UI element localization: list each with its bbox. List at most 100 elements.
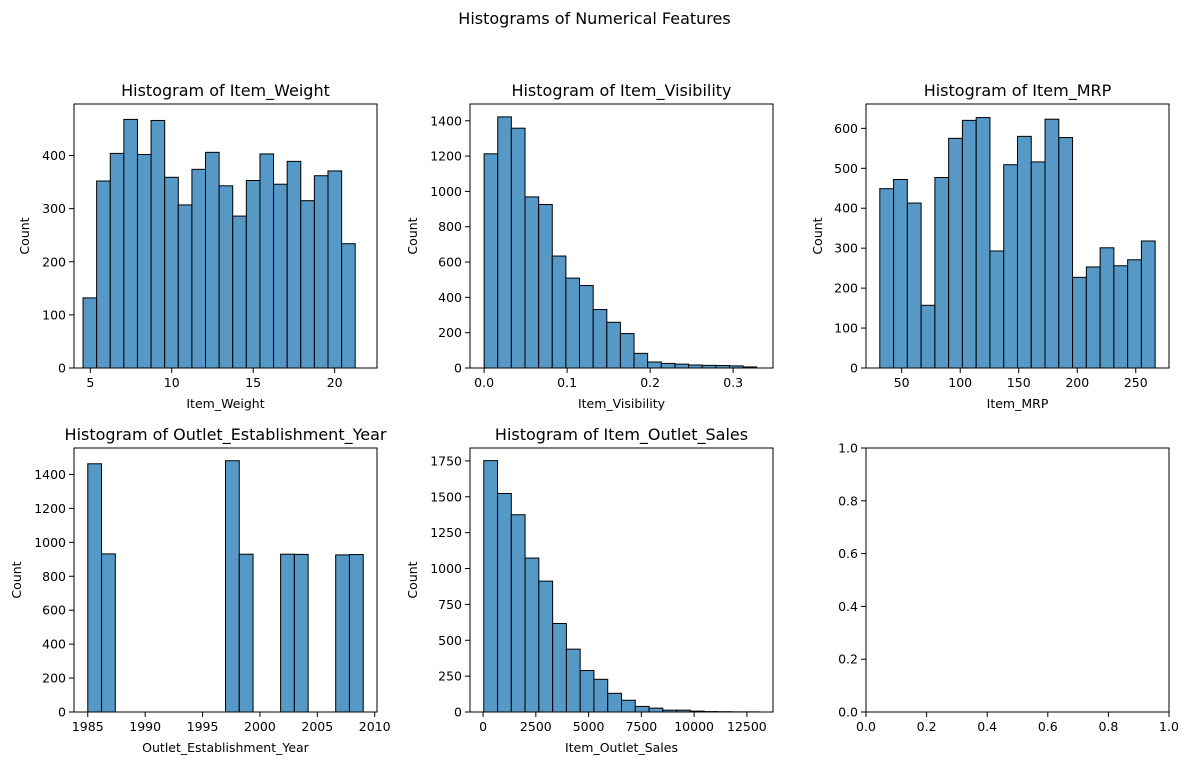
subplot-item-visibility: 0.0 0.1 0.2 0.3 0 200 400 600 800 1000 1200 1400 H… bbox=[405, 81, 774, 411]
histogram-bar bbox=[510, 127, 526, 369]
y-tick-label: 1000 bbox=[34, 535, 66, 550]
histogram-bar bbox=[975, 117, 991, 369]
y-tick-label: 100 bbox=[834, 321, 858, 336]
y-tick-label: 1000 bbox=[430, 561, 462, 576]
y-tick-label: 800 bbox=[438, 219, 462, 234]
x-tick-label: 100 bbox=[948, 375, 972, 390]
histogram-bar bbox=[123, 118, 138, 369]
histogram-bar bbox=[87, 463, 103, 713]
subplot-item-mrp: 50 100 150 200 250 0 100 200 300 400 500 600 Histo… bbox=[810, 81, 1170, 411]
histogram-bar bbox=[191, 168, 207, 369]
histogram-bar bbox=[674, 363, 690, 369]
histogram-bar bbox=[592, 309, 608, 369]
y-tick-label: 1.0 bbox=[838, 441, 858, 456]
x-ticks: 1985 1990 1995 2000 2005 2010 bbox=[72, 712, 391, 734]
subplot-empty: 0.0 0.2 0.4 0.6 0.8 1.0 0.0 0.2 0.4 0.6 0.8 1.0 bbox=[838, 441, 1179, 735]
histogram-bar bbox=[335, 554, 350, 713]
axes-frame bbox=[469, 103, 774, 369]
histogram-bar bbox=[551, 255, 567, 369]
x-tick-label: 50 bbox=[894, 375, 910, 390]
histogram-bar bbox=[341, 243, 356, 369]
axes-frame bbox=[73, 103, 378, 369]
axes-title: Histogram of Outlet_Establishment_Year bbox=[65, 425, 387, 445]
histogram-bar bbox=[893, 178, 908, 369]
x-tick-label: 10000 bbox=[674, 719, 714, 734]
x-axis-label: Item_Weight bbox=[186, 396, 264, 411]
histogram-bar bbox=[538, 203, 553, 369]
y-axis-label: Count bbox=[17, 217, 32, 254]
histogram-bar bbox=[648, 707, 664, 713]
y-tick-label: 400 bbox=[834, 201, 858, 216]
histogram-bar bbox=[101, 553, 116, 713]
histogram-bar bbox=[313, 175, 329, 369]
histogram-bar bbox=[565, 277, 580, 369]
x-tick-label: 0.1 bbox=[557, 375, 577, 390]
x-tick-label: 2500 bbox=[520, 719, 552, 734]
y-tick-label: 300 bbox=[834, 241, 858, 256]
subplot-item-weight: 5 10 15 20 0 100 200 300 400 Histogram of Item_… bbox=[17, 81, 378, 411]
y-ticks: 0 100 200 300 400 bbox=[42, 148, 74, 376]
x-tick-label: 1985 bbox=[72, 719, 104, 734]
axes-title: Histogram of Item_MRP bbox=[924, 81, 1112, 101]
histogram-bar bbox=[1113, 265, 1129, 369]
x-tick-label: 2005 bbox=[301, 719, 333, 734]
y-tick-label: 0.8 bbox=[838, 493, 858, 508]
y-axis-label: Count bbox=[405, 217, 420, 254]
y-tick-label: 1400 bbox=[430, 113, 462, 128]
y-tick-label: 400 bbox=[42, 148, 66, 163]
x-axis-label: Outlet_Establishment_Year bbox=[142, 740, 310, 755]
axes-frame bbox=[865, 447, 1170, 713]
histogram-bar bbox=[607, 692, 622, 713]
axes-frame bbox=[469, 447, 774, 713]
bars bbox=[87, 460, 364, 713]
x-tick-label: 2010 bbox=[359, 719, 391, 734]
x-tick-label: 2000 bbox=[244, 719, 276, 734]
bars bbox=[879, 117, 1156, 369]
x-tick-label: 1995 bbox=[187, 719, 219, 734]
x-tick-label: 0 bbox=[479, 719, 487, 734]
y-tick-label: 400 bbox=[42, 637, 66, 652]
x-tick-label: 0.4 bbox=[977, 719, 997, 734]
histogram-bar bbox=[300, 200, 315, 369]
x-tick-label: 1.0 bbox=[1159, 719, 1179, 734]
histogram-bar bbox=[565, 648, 581, 713]
histogram-bar bbox=[280, 553, 295, 713]
histogram-bar bbox=[1085, 266, 1101, 369]
histogram-bar bbox=[593, 678, 609, 713]
x-axis-label: Item_Visibility bbox=[578, 396, 666, 411]
y-tick-label: 200 bbox=[834, 281, 858, 296]
histogram-bar bbox=[238, 553, 254, 713]
histogram-bar bbox=[177, 204, 193, 369]
histogram-bar bbox=[948, 137, 963, 369]
histogram-bar bbox=[510, 514, 526, 713]
y-tick-label: 1200 bbox=[34, 501, 66, 516]
histogram-bar bbox=[348, 554, 364, 713]
y-tick-label: 0 bbox=[58, 705, 66, 720]
axes-title: Histogram of Item_Outlet_Sales bbox=[495, 425, 748, 445]
histogram-bar bbox=[920, 304, 936, 369]
histogram-bar bbox=[1127, 259, 1142, 369]
x-ticks: 0.0 0.2 0.4 0.6 0.8 1.0 bbox=[856, 712, 1179, 734]
x-tick-label: 15 bbox=[245, 375, 261, 390]
y-tick-label: 0.6 bbox=[838, 546, 858, 561]
y-tick-label: 750 bbox=[438, 597, 462, 612]
histogram-bar bbox=[538, 580, 554, 713]
histogram-bar bbox=[524, 196, 540, 369]
histogram-bar bbox=[96, 180, 111, 369]
histogram-bar bbox=[879, 188, 895, 369]
histogram-bar bbox=[1030, 161, 1046, 369]
x-tick-label: 20 bbox=[327, 375, 343, 390]
y-tick-label: 1000 bbox=[430, 184, 462, 199]
y-tick-label: 1400 bbox=[34, 467, 66, 482]
histogram-bar bbox=[150, 119, 166, 369]
x-tick-label: 0.2 bbox=[917, 719, 937, 734]
histogram-bar bbox=[1072, 276, 1087, 369]
histogram-bar bbox=[286, 160, 302, 369]
axes-frame bbox=[865, 103, 1170, 369]
histogram-bar bbox=[164, 176, 179, 369]
x-tick-label: 0.0 bbox=[474, 375, 494, 390]
y-tick-label: 400 bbox=[438, 290, 462, 305]
histogram-bar bbox=[1058, 137, 1074, 369]
x-axis-label: Item_MRP bbox=[987, 396, 1049, 411]
